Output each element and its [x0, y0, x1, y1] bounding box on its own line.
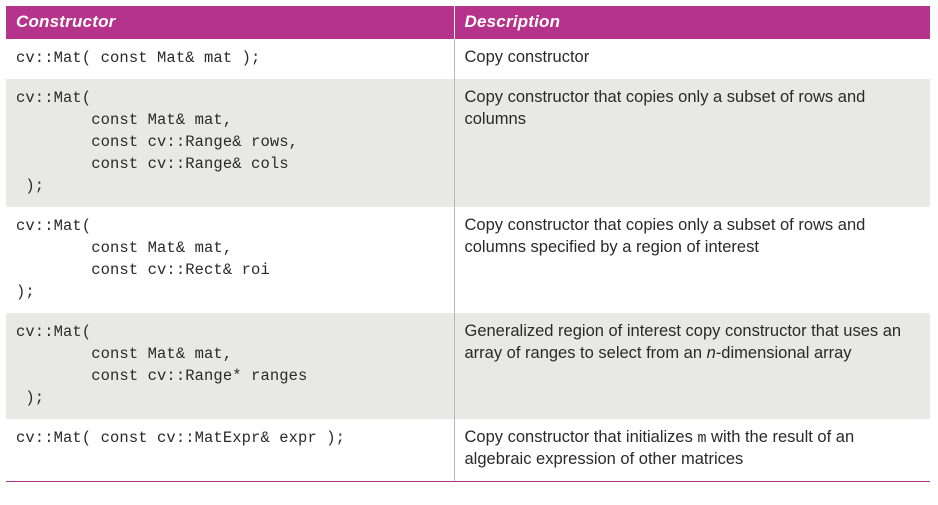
code-block: cv::Mat( const Mat& mat ); — [16, 47, 444, 69]
header-constructor: Constructor — [6, 6, 454, 39]
description-cell: Copy constructor that copies only a subs… — [454, 207, 930, 313]
header-description: Description — [454, 6, 930, 39]
description-cell: Copy constructor that initializes m with… — [454, 419, 930, 481]
table-row: cv::Mat( const Mat& mat, const cv::Range… — [6, 79, 930, 207]
description-cell: Copy constructor — [454, 39, 930, 79]
code-block: cv::Mat( const Mat& mat, const cv::Rect&… — [16, 215, 444, 303]
code-block: cv::Mat( const Mat& mat, const cv::Range… — [16, 321, 444, 409]
code-block: cv::Mat( const Mat& mat, const cv::Range… — [16, 87, 444, 197]
description-cell: Copy constructor that copies only a subs… — [454, 79, 930, 207]
constructor-cell: cv::Mat( const Mat& mat, const cv::Range… — [6, 79, 454, 207]
desc-text: -dimensional array — [716, 344, 852, 362]
code-block: cv::Mat( const cv::MatExpr& expr ); — [16, 427, 444, 449]
desc-text: Copy constructor that initializes — [465, 428, 698, 446]
table-row: cv::Mat( const cv::MatExpr& expr ); Copy… — [6, 419, 930, 481]
description-cell: Generalized region of interest copy cons… — [454, 313, 930, 419]
table-header-row: Constructor Description — [6, 6, 930, 39]
constructor-cell: cv::Mat( const Mat& mat, const cv::Rect&… — [6, 207, 454, 313]
constructor-cell: cv::Mat( const cv::MatExpr& expr ); — [6, 419, 454, 481]
table-row: cv::Mat( const Mat& mat, const cv::Rect&… — [6, 207, 930, 313]
constructor-cell: cv::Mat( const Mat& mat ); — [6, 39, 454, 79]
desc-italic: n — [707, 344, 716, 362]
table-row: cv::Mat( const Mat& mat, const cv::Range… — [6, 313, 930, 419]
constructor-cell: cv::Mat( const Mat& mat, const cv::Range… — [6, 313, 454, 419]
constructor-table: Constructor Description cv::Mat( const M… — [6, 6, 930, 482]
table-row: cv::Mat( const Mat& mat ); Copy construc… — [6, 39, 930, 79]
